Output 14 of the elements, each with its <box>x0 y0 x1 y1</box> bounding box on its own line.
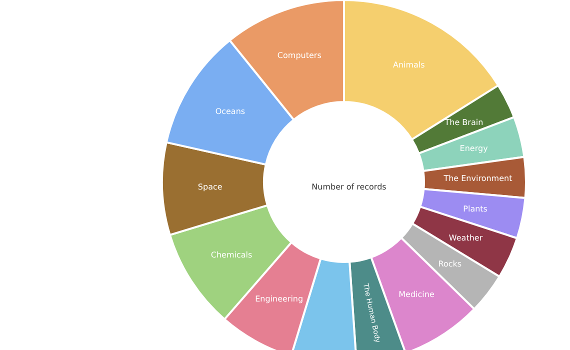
text: Number of records <box>312 182 386 192</box>
slice-label: Energy <box>460 144 488 154</box>
slice-label: Rocks <box>438 260 462 269</box>
slice-label: The Brain <box>444 118 484 127</box>
slice-label: Engineering <box>255 294 304 304</box>
slice-label: Animals <box>392 60 425 70</box>
slice-label: Oceans <box>215 106 246 116</box>
slice-label: Space <box>198 182 222 192</box>
slice-label: The Environment <box>442 174 512 184</box>
slice-label: Computers <box>277 51 322 60</box>
slice-label: Weather <box>448 233 484 242</box>
slice-label: Medicine <box>398 290 434 300</box>
slice-label: Chemicals <box>210 250 252 260</box>
slice-label: Plants <box>463 204 488 214</box>
